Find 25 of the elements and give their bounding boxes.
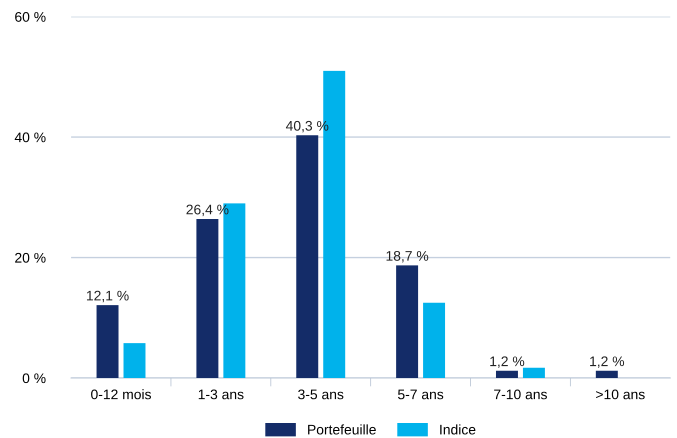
x-tick-label: 0-12 mois [91, 389, 152, 400]
bar [596, 370, 618, 378]
x-tick-label: 3-5 ans [298, 389, 344, 400]
y-tick-label: 0 % [22, 373, 46, 384]
data-label: 1,2 % [590, 356, 624, 368]
x-tick-label: >10 ans [596, 389, 645, 400]
legend-label: Portefeuille [308, 424, 376, 435]
data-label: 18,7 % [386, 250, 428, 262]
bar [196, 219, 218, 378]
bar [124, 343, 146, 378]
y-tick-label: 20 % [15, 252, 46, 263]
bar [522, 368, 545, 378]
data-label: 1,2 % [490, 356, 524, 368]
y-tick-label: 40 % [14, 132, 46, 142]
bar [296, 135, 318, 378]
bar [396, 265, 418, 378]
y-tick-label: 60 % [15, 12, 46, 22]
legend-label: Indice [440, 424, 476, 435]
x-tick-label: 1-3 ans [198, 389, 244, 400]
data-label: 12,1 % [86, 290, 129, 302]
bar [496, 370, 518, 378]
x-tick-label: 7-10 ans [494, 389, 547, 400]
x-tick-label: 5-7 ans [398, 390, 444, 400]
bar [423, 302, 446, 378]
bar [96, 305, 119, 378]
